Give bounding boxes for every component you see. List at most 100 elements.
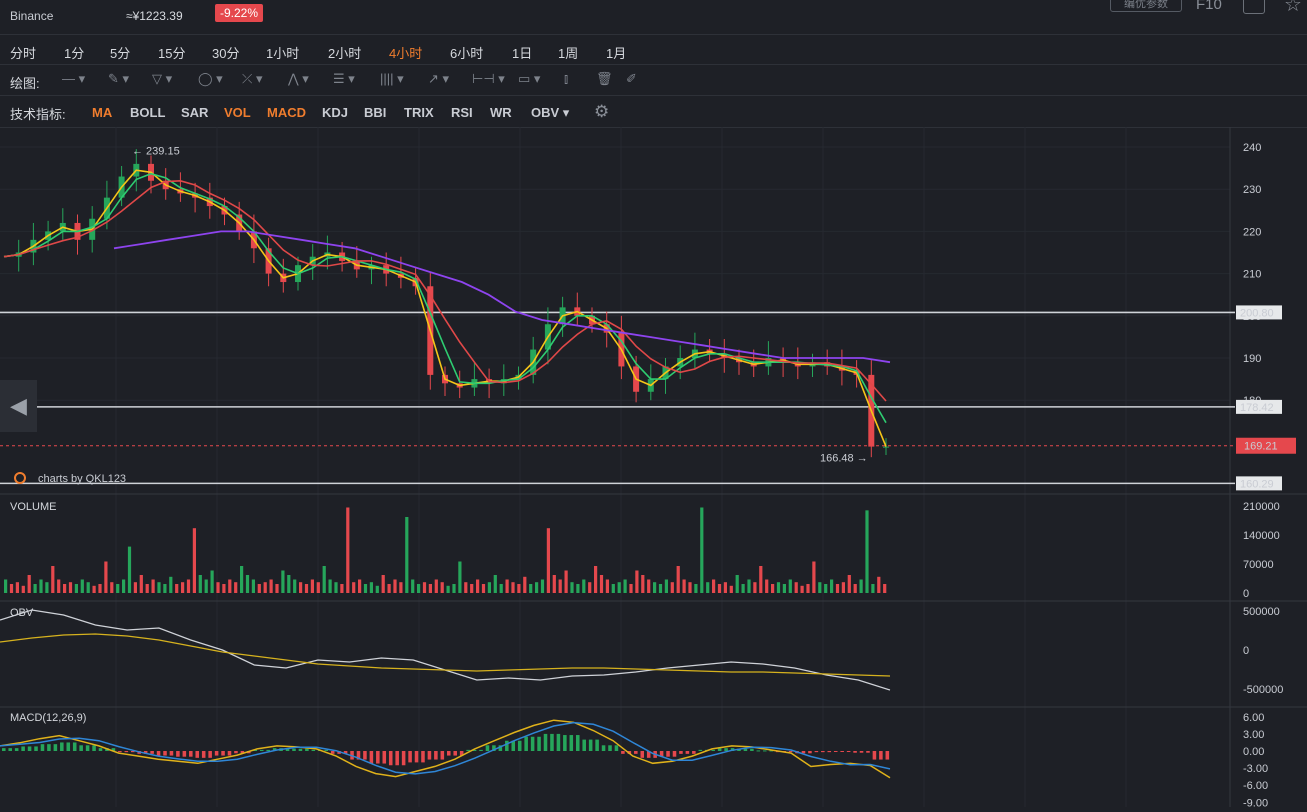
volume-bar [411,579,415,593]
indicator-macd[interactable]: MACD [267,105,306,120]
volume-bar [464,582,468,593]
macd-hist-bar [388,751,393,766]
indicator-bbi[interactable]: BBI [364,105,387,120]
fib-tool-icon[interactable]: ☰ ▾ [333,71,355,86]
volume-bar [133,582,137,593]
brush-icon[interactable]: ✐ [626,71,637,86]
indicator-ma[interactable]: MA [92,105,113,120]
indicator-rsi[interactable]: RSI [451,105,473,120]
macd-hist-bar [601,745,606,751]
volume-bar [564,570,568,593]
timeframe-10[interactable]: 1周 [558,46,579,61]
f10-button[interactable]: F10 [1196,0,1222,13]
volume-bar [116,584,120,593]
volume-bar [641,575,645,593]
timeframe-2[interactable]: 5分 [110,46,131,61]
volume-bar [222,584,226,593]
volume-bar [664,579,668,593]
indicator-trix[interactable]: TRIX [404,105,434,120]
macd-hist-bar [305,748,309,751]
macd-hist-bar [298,748,303,751]
macd-hist-bar [743,748,748,751]
price-chart[interactable]: 240230220210200190180200.80178.42160.291… [0,127,1307,809]
volume-bar [481,584,486,593]
obv-tick: 0 [1243,645,1249,657]
timeframe-4[interactable]: 30分 [212,46,240,61]
level-label: 160.29 [1240,478,1274,490]
candle-tool-icon[interactable]: ⫾ [564,71,569,86]
pen-tool-icon[interactable]: ✎ ▾ [108,71,130,86]
macd-hist-bar [659,751,664,757]
macd-hist-bar [34,746,38,751]
indicator-vol[interactable]: VOL [224,105,251,120]
volume-bar [39,579,43,593]
volume-bar [487,582,491,593]
timeframe-11[interactable]: 1月 [606,46,627,61]
indicator-boll[interactable]: BOLL [130,105,166,120]
macd-hist-bar [808,751,812,754]
volume-bar [788,579,792,593]
macd-hist-bar [550,733,554,751]
star-icon[interactable]: ☆ [1284,0,1302,16]
timeframe-0[interactable]: 分时 [10,46,37,61]
indicator-kdj[interactable]: KDJ [322,105,349,120]
volume-bar [63,584,67,593]
macd-hist-bar [646,751,651,758]
volume-bar [33,584,37,593]
indicator-sar[interactable]: SAR [181,105,209,120]
macd-hist-bar [382,751,387,764]
indicator-wr[interactable]: WR [490,105,512,120]
macd-hist-bar [253,749,258,751]
volume-bar [110,582,114,593]
indicator-obv[interactable]: OBV ▾ [531,105,570,120]
macd-hist-bar [227,751,232,756]
line-tool-icon[interactable]: — ▾ [62,71,86,86]
timeframe-6[interactable]: 2小时 [328,46,362,61]
timeframe-5[interactable]: 1小时 [266,46,300,61]
timeframe-7[interactable]: 4小时 [389,46,423,61]
circle-tool-icon[interactable]: ◯ ▾ [198,71,223,86]
macd-tick: 6.00 [1243,712,1264,724]
volume-bar [859,579,863,593]
macd-hist-bar [40,744,45,751]
triangle-tool-icon[interactable]: ▽ ▾ [152,71,173,86]
macd-hist-bar [769,750,774,752]
macd-hist-bar [98,748,103,751]
volume-bar [759,566,763,593]
macd-hist-bar [414,751,419,763]
volume-bar [381,575,385,593]
macd-hist-bar [788,751,793,753]
arrow-tool-icon[interactable]: ↗ ▾ [428,71,450,86]
volume-bar [240,566,244,593]
macd-hist-bar [440,751,445,760]
volume-bar [257,584,261,593]
macd-hist-bar [285,748,290,751]
cross-tool-icon[interactable]: ⤫ ▾ [242,71,263,86]
fullscreen-icon[interactable] [1243,0,1265,14]
volume-bar [151,579,155,593]
volume-bar [21,585,25,593]
macd-hist-bar [634,751,638,754]
macd-hist-bar [543,733,548,751]
bars-tool-icon[interactable]: |||| ▾ [380,71,404,86]
volume-bar [546,528,550,593]
macd-hist-bar [47,744,51,751]
delete-icon[interactable]: 🗑 [596,71,613,86]
timeframe-1[interactable]: 1分 [64,46,85,61]
timeframe-8[interactable]: 6小时 [450,46,484,61]
timeframe-9[interactable]: 1日 [512,46,533,61]
macd-hist-bar [859,751,864,753]
macd-dif-line [0,719,891,779]
chart-area[interactable]: 240230220210200190180200.80178.42160.291… [0,127,1307,809]
macd-hist-bar [711,749,715,751]
scroll-left-icon[interactable]: ◀ [0,380,37,432]
timeframe-3[interactable]: 15分 [158,46,186,61]
level-tag [1236,399,1282,414]
gear-icon[interactable]: ⚙ [594,102,610,121]
volume-bar [352,582,356,593]
settings-button[interactable]: 编优参数 [1110,0,1182,12]
macd-hist-bar [330,751,335,754]
comment-tool-icon[interactable]: ▭ ▾ [518,71,541,86]
measure-tool-icon[interactable]: ⊢⊣ ▾ [472,71,505,86]
pattern-tool-icon[interactable]: ⋀ ▾ [288,71,309,86]
